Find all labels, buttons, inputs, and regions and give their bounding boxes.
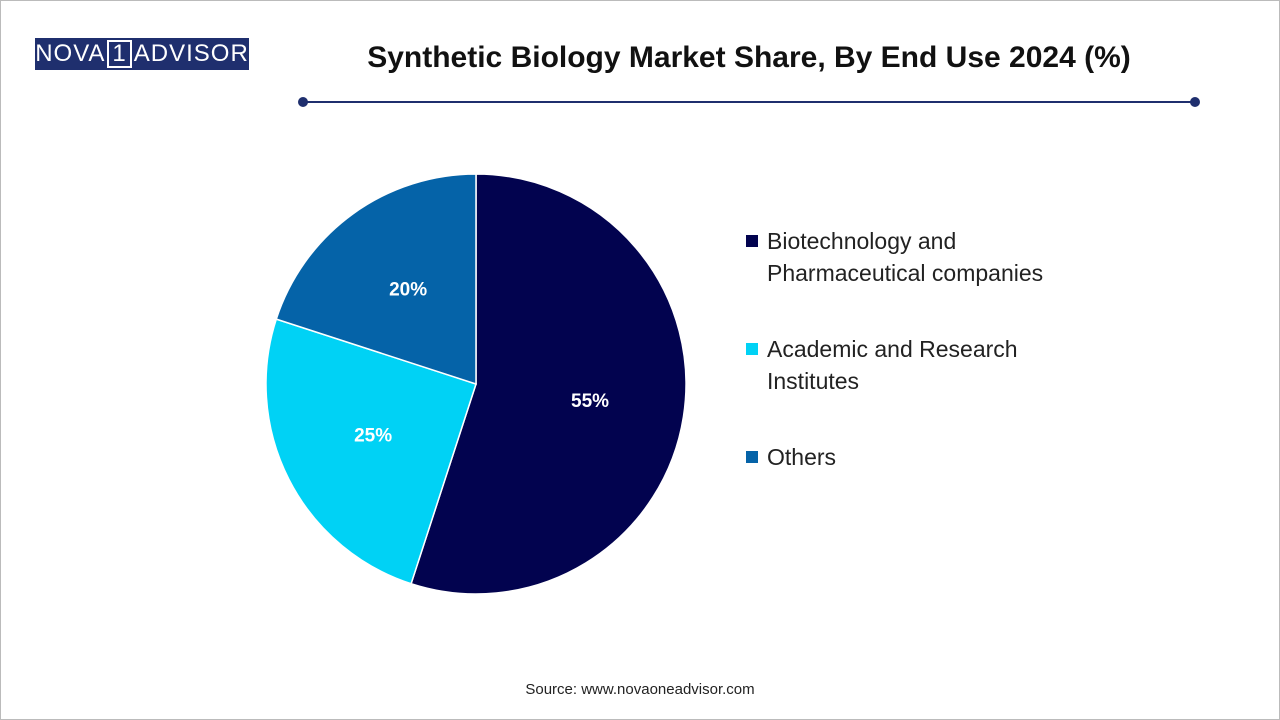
legend-item: Others xyxy=(746,441,1092,473)
data-label: 25% xyxy=(354,425,392,446)
data-label: 55% xyxy=(571,391,609,412)
rule-dot xyxy=(1190,97,1200,107)
pie-slice xyxy=(275,173,477,386)
data-label: 20% xyxy=(389,280,427,301)
legend-label: Biotechnology and Pharmaceutical compani… xyxy=(767,228,1044,286)
pie-slice xyxy=(265,318,477,585)
chart-title: Synthetic Biology Market Share, By End U… xyxy=(367,41,1131,74)
source: Source: www.novaoneadvisor.com xyxy=(525,681,755,698)
legend: Biotechnology and Pharmaceutical compani… xyxy=(746,225,1092,517)
rule-dot xyxy=(298,97,308,107)
legend-swatch xyxy=(746,451,758,463)
logo-mark: 1 xyxy=(107,40,132,68)
legend-label: Others xyxy=(767,444,837,470)
pie-slice xyxy=(410,173,687,595)
legend-item: Academic and Research Institutes xyxy=(746,333,1092,397)
legend-label: Academic and Research Institutes xyxy=(767,336,1018,394)
logo-text: ADVISOR xyxy=(133,40,249,67)
logo-text: NOVA xyxy=(35,40,106,67)
legend-swatch xyxy=(746,235,758,247)
legend-item: Biotechnology and Pharmaceutical compani… xyxy=(746,225,1092,289)
logo: NOVA 1 ADVISOR xyxy=(35,38,249,70)
legend-swatch xyxy=(746,343,758,355)
